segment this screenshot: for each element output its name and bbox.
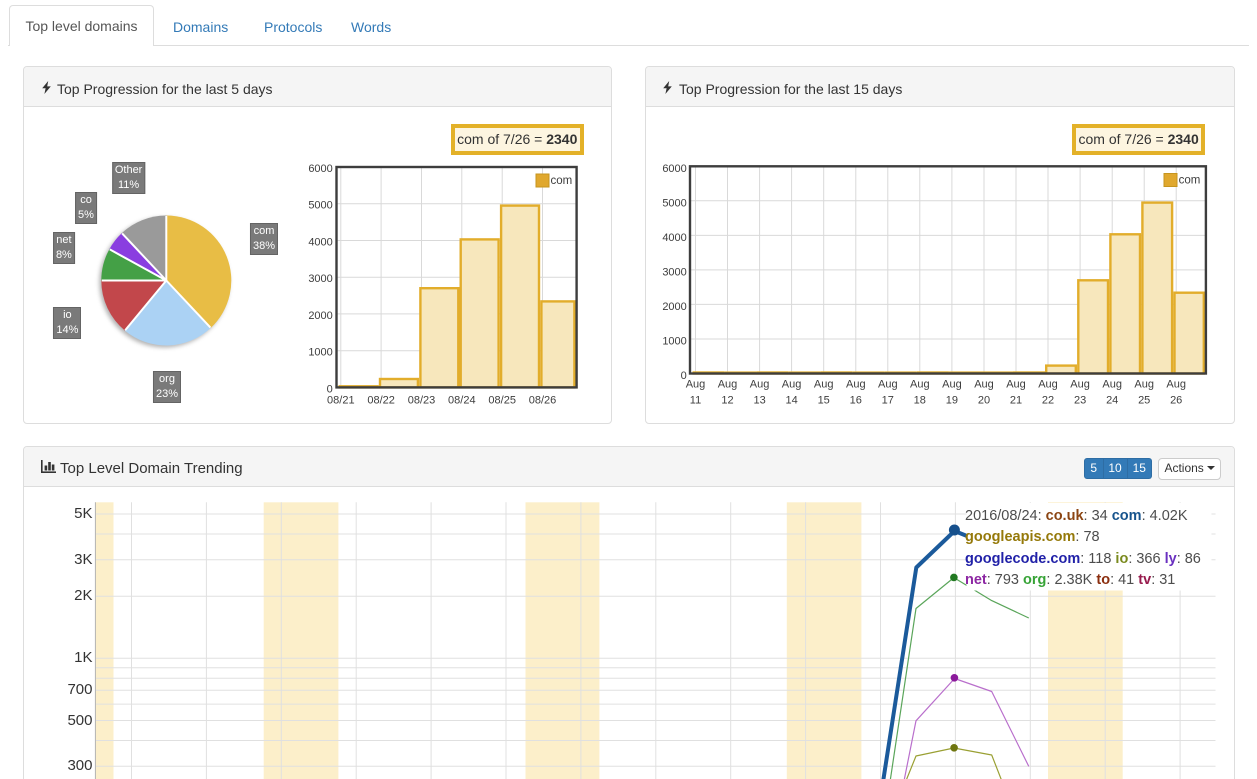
- svg-text:0: 0: [327, 383, 333, 395]
- svg-text:Aug: Aug: [750, 379, 770, 391]
- svg-text:26: 26: [1170, 395, 1182, 407]
- svg-text:1000: 1000: [662, 336, 686, 348]
- svg-text:14: 14: [785, 395, 797, 407]
- svg-text:19: 19: [946, 395, 958, 407]
- svg-text:08/24: 08/24: [448, 395, 476, 407]
- svg-text:Aug: Aug: [1102, 379, 1122, 391]
- svg-text:21: 21: [1010, 395, 1022, 407]
- svg-text:12: 12: [721, 395, 733, 407]
- svg-text:08/25: 08/25: [488, 395, 516, 407]
- svg-text:Aug: Aug: [718, 379, 738, 391]
- svg-text:3000: 3000: [662, 266, 686, 278]
- svg-text:Aug: Aug: [1070, 379, 1090, 391]
- svg-text:08/22: 08/22: [367, 395, 395, 407]
- svg-text:20: 20: [978, 395, 990, 407]
- svg-text:4000: 4000: [308, 237, 332, 249]
- svg-text:4000: 4000: [662, 232, 686, 244]
- svg-text:Aug: Aug: [1166, 379, 1186, 391]
- svg-text:Aug: Aug: [1134, 379, 1154, 391]
- svg-text:08/26: 08/26: [529, 395, 557, 407]
- svg-text:6000: 6000: [662, 163, 686, 175]
- svg-text:15: 15: [818, 395, 830, 407]
- svg-text:Aug: Aug: [910, 379, 930, 391]
- svg-text:11: 11: [690, 395, 701, 407]
- svg-text:2000: 2000: [662, 301, 686, 313]
- svg-text:08/23: 08/23: [408, 395, 436, 407]
- svg-text:Aug: Aug: [1038, 379, 1058, 391]
- svg-text:3000: 3000: [308, 273, 332, 285]
- svg-text:Aug: Aug: [782, 379, 802, 391]
- svg-text:2000: 2000: [308, 310, 332, 322]
- svg-text:13: 13: [753, 395, 765, 407]
- svg-text:com: com: [1179, 175, 1201, 187]
- svg-text:Aug: Aug: [846, 379, 866, 391]
- svg-text:5000: 5000: [308, 200, 332, 212]
- svg-text:25: 25: [1138, 395, 1150, 407]
- svg-text:Aug: Aug: [974, 379, 994, 391]
- svg-text:18: 18: [914, 395, 926, 407]
- svg-text:Aug: Aug: [686, 379, 706, 391]
- svg-text:Aug: Aug: [814, 379, 834, 391]
- svg-text:1000: 1000: [308, 347, 332, 359]
- svg-text:16: 16: [850, 395, 862, 407]
- svg-text:23: 23: [1074, 395, 1086, 407]
- svg-text:com: com: [551, 175, 573, 187]
- svg-text:08/21: 08/21: [327, 395, 355, 407]
- svg-text:24: 24: [1106, 395, 1118, 407]
- svg-text:17: 17: [882, 395, 894, 407]
- svg-text:5000: 5000: [662, 197, 686, 209]
- svg-text:Aug: Aug: [1006, 379, 1026, 391]
- svg-text:22: 22: [1042, 395, 1054, 407]
- svg-text:6000: 6000: [308, 163, 332, 175]
- svg-text:Aug: Aug: [878, 379, 898, 391]
- svg-text:Aug: Aug: [942, 379, 962, 391]
- svg-text:0: 0: [681, 370, 687, 382]
